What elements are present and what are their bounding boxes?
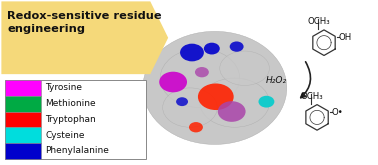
Ellipse shape xyxy=(195,67,209,77)
FancyBboxPatch shape xyxy=(5,112,41,127)
Text: OCH₃: OCH₃ xyxy=(301,92,324,101)
Ellipse shape xyxy=(189,122,203,132)
Ellipse shape xyxy=(143,31,287,144)
Ellipse shape xyxy=(163,88,217,127)
Text: Tryptophan: Tryptophan xyxy=(45,115,96,124)
FancyBboxPatch shape xyxy=(5,80,146,159)
Ellipse shape xyxy=(200,78,270,127)
Text: Phenylalanine: Phenylalanine xyxy=(45,146,109,155)
Ellipse shape xyxy=(259,96,274,108)
Ellipse shape xyxy=(204,43,220,54)
Ellipse shape xyxy=(176,97,188,106)
FancyArrowPatch shape xyxy=(301,62,310,98)
Text: O•: O• xyxy=(332,108,344,117)
Polygon shape xyxy=(2,1,168,74)
Text: Cysteine: Cysteine xyxy=(45,131,85,140)
Ellipse shape xyxy=(159,72,187,92)
Text: Methionine: Methionine xyxy=(45,99,96,108)
FancyBboxPatch shape xyxy=(5,127,41,143)
Ellipse shape xyxy=(198,83,234,110)
Text: OH: OH xyxy=(339,33,352,42)
Ellipse shape xyxy=(230,41,243,52)
Ellipse shape xyxy=(218,101,246,122)
Text: Redox-sensitive residue
engineering: Redox-sensitive residue engineering xyxy=(7,11,162,34)
Ellipse shape xyxy=(180,44,204,61)
FancyBboxPatch shape xyxy=(5,96,41,112)
Text: H₂O₂: H₂O₂ xyxy=(266,76,287,84)
FancyBboxPatch shape xyxy=(5,80,41,96)
FancyBboxPatch shape xyxy=(5,143,41,159)
Ellipse shape xyxy=(160,49,240,108)
Text: Tyrosine: Tyrosine xyxy=(45,83,82,92)
Text: OCH₃: OCH₃ xyxy=(308,17,330,26)
Ellipse shape xyxy=(220,51,270,85)
